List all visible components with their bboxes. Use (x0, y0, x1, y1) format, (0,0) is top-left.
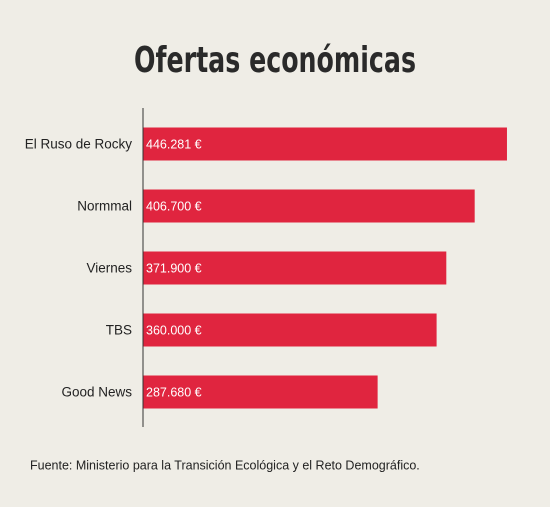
bar (143, 313, 437, 347)
y-tick-label: Good News (61, 385, 132, 400)
value-label: 371.900 € (146, 261, 202, 275)
bar (143, 375, 378, 409)
value-label: 406.700 € (146, 199, 202, 213)
y-tick-label: Normmal (77, 199, 132, 214)
bar (143, 127, 507, 161)
value-label: 446.281 € (146, 137, 202, 151)
bar (143, 251, 447, 285)
y-tick-label: El Ruso de Rocky (25, 137, 133, 152)
y-tick-label: Viernes (86, 261, 132, 276)
source-note: Fuente: Ministerio para la Transición Ec… (30, 458, 420, 472)
chart-title: Ofertas económicas (134, 40, 416, 81)
y-tick-label: TBS (106, 323, 132, 338)
value-label: 287.680 € (146, 385, 202, 399)
value-label: 360.000 € (146, 323, 202, 337)
bar (143, 189, 475, 223)
